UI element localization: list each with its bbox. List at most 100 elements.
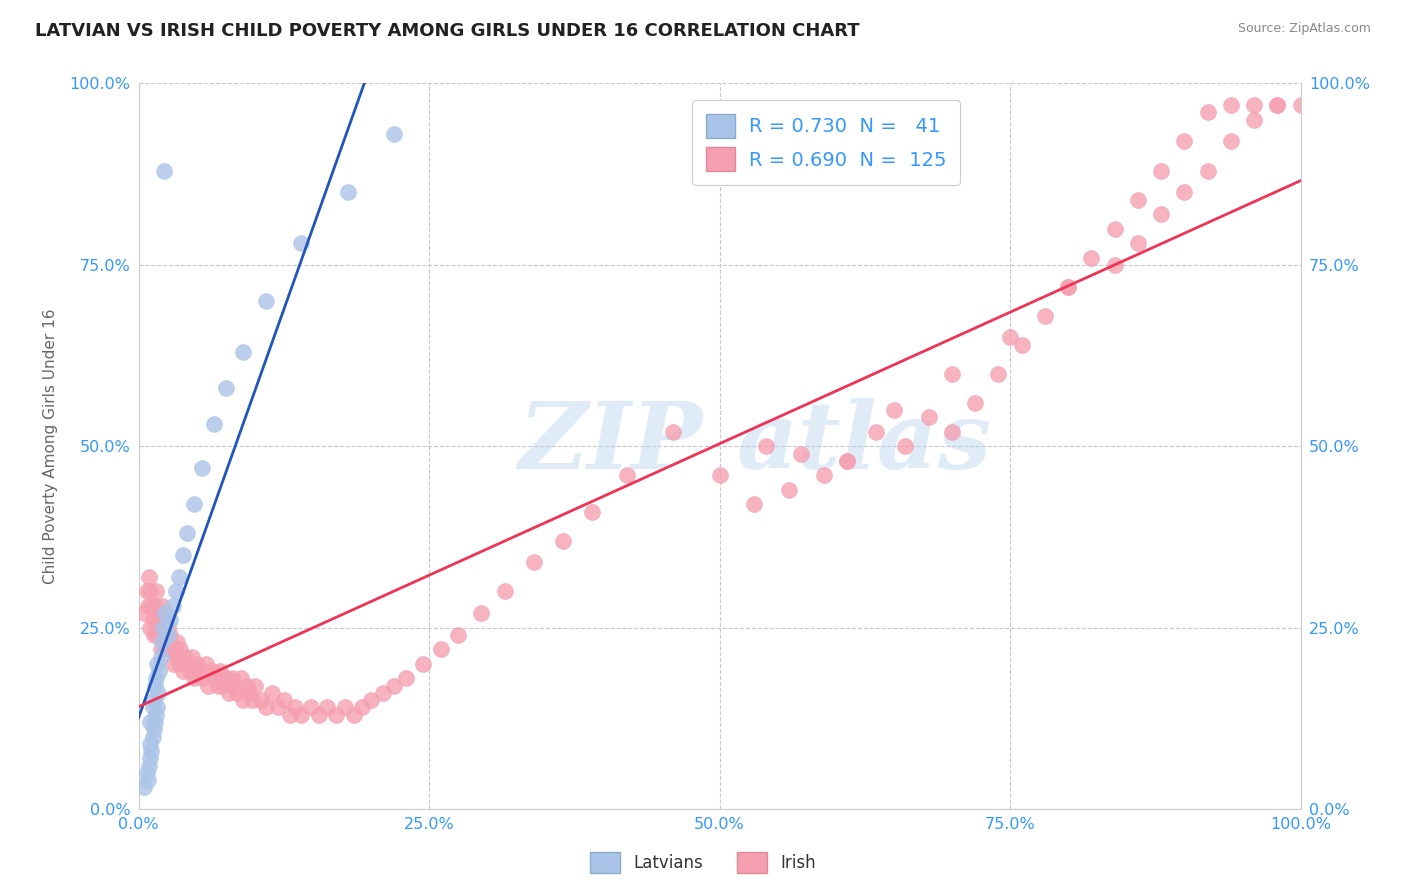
- Point: [176, 657, 198, 671]
- Point: [238, 686, 260, 700]
- Text: Source: ZipAtlas.com: Source: ZipAtlas.com: [1237, 22, 1371, 36]
- Point: [290, 236, 312, 251]
- Point: [1104, 258, 1126, 272]
- Point: [360, 693, 382, 707]
- Point: [150, 599, 173, 613]
- Point: [143, 714, 166, 729]
- Point: [1126, 236, 1149, 251]
- Point: [226, 686, 249, 700]
- Point: [139, 621, 162, 635]
- Point: [134, 606, 156, 620]
- Point: [148, 664, 170, 678]
- Point: [235, 679, 257, 693]
- Point: [172, 664, 194, 678]
- Point: [470, 606, 492, 620]
- Point: [157, 635, 180, 649]
- Point: [315, 700, 337, 714]
- Point: [212, 679, 235, 693]
- Point: [172, 548, 194, 562]
- Point: [412, 657, 434, 671]
- Point: [201, 664, 224, 678]
- Point: [145, 614, 167, 628]
- Text: atlas: atlas: [737, 398, 993, 488]
- Point: [1289, 98, 1312, 112]
- Point: [215, 672, 238, 686]
- Point: [165, 584, 187, 599]
- Point: [1265, 98, 1288, 112]
- Point: [174, 649, 197, 664]
- Point: [965, 395, 987, 409]
- Point: [176, 526, 198, 541]
- Point: [135, 765, 157, 780]
- Point: [162, 657, 184, 671]
- Point: [215, 381, 238, 395]
- Point: [744, 497, 766, 511]
- Point: [183, 672, 205, 686]
- Point: [221, 672, 243, 686]
- Point: [135, 584, 157, 599]
- Point: [186, 657, 208, 671]
- Point: [148, 621, 170, 635]
- Point: [1150, 163, 1173, 178]
- Point: [149, 642, 172, 657]
- Point: [1265, 98, 1288, 112]
- Point: [778, 483, 800, 497]
- Point: [254, 294, 277, 309]
- Point: [494, 584, 516, 599]
- Point: [141, 730, 163, 744]
- Point: [179, 664, 201, 678]
- Point: [254, 700, 277, 714]
- Point: [148, 686, 170, 700]
- Point: [325, 707, 347, 722]
- Point: [152, 621, 174, 635]
- Point: [167, 657, 190, 671]
- Point: [1080, 251, 1102, 265]
- Point: [146, 628, 169, 642]
- Point: [523, 555, 546, 569]
- Point: [232, 693, 254, 707]
- Legend: R = 0.730  N =   41, R = 0.690  N =  125: R = 0.730 N = 41, R = 0.690 N = 125: [692, 101, 960, 185]
- Point: [447, 628, 470, 642]
- Point: [208, 664, 231, 678]
- Point: [382, 679, 405, 693]
- Point: [197, 679, 219, 693]
- Point: [139, 714, 162, 729]
- Point: [616, 468, 638, 483]
- Point: [813, 468, 835, 483]
- Point: [139, 737, 162, 751]
- Point: [207, 679, 229, 693]
- Point: [167, 570, 190, 584]
- Point: [941, 367, 963, 381]
- Point: [163, 642, 186, 657]
- Point: [918, 410, 941, 425]
- Point: [1219, 135, 1241, 149]
- Point: [145, 672, 167, 686]
- Point: [1219, 98, 1241, 112]
- Point: [551, 533, 574, 548]
- Point: [194, 657, 217, 671]
- Text: LATVIAN VS IRISH CHILD POVERTY AMONG GIRLS UNDER 16 CORRELATION CHART: LATVIAN VS IRISH CHILD POVERTY AMONG GIR…: [35, 22, 860, 40]
- Point: [136, 772, 159, 787]
- Text: ZIP: ZIP: [517, 398, 702, 488]
- Point: [202, 672, 225, 686]
- Point: [581, 504, 603, 518]
- Point: [181, 649, 204, 664]
- Point: [155, 606, 177, 620]
- Point: [267, 700, 290, 714]
- Point: [141, 700, 163, 714]
- Point: [152, 614, 174, 628]
- Point: [1126, 193, 1149, 207]
- Point: [143, 599, 166, 613]
- Point: [1011, 337, 1033, 351]
- Point: [156, 628, 179, 642]
- Point: [136, 599, 159, 613]
- Point: [273, 693, 295, 707]
- Point: [837, 454, 859, 468]
- Point: [145, 707, 167, 722]
- Point: [336, 186, 359, 200]
- Point: [709, 468, 731, 483]
- Point: [155, 642, 177, 657]
- Point: [429, 642, 451, 657]
- Point: [998, 330, 1021, 344]
- Point: [382, 127, 405, 141]
